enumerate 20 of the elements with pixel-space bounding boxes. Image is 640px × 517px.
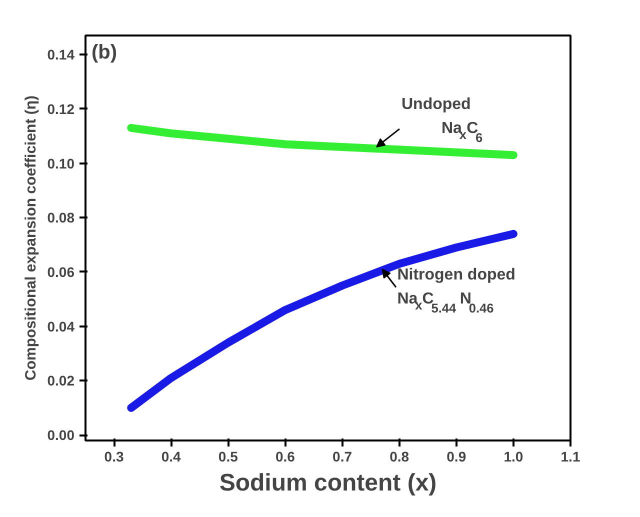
y-tick-label: 0.08: [47, 210, 75, 226]
x-tick-label: 1.1: [560, 448, 580, 464]
x-tick-label: 0.7: [332, 448, 352, 464]
x-axis-title: Sodium content (x): [219, 470, 437, 496]
x-tick-label: 0.6: [275, 448, 296, 464]
y-tick-label: 0.00: [47, 427, 75, 444]
x-tick-label: 0.5: [218, 448, 238, 464]
y-tick-label: 0.10: [47, 155, 75, 172]
annotation: (b): [92, 42, 118, 64]
x-tick-label: 0.3: [104, 448, 124, 464]
y-tick-label: 0.06: [47, 264, 75, 280]
x-tick-label: 0.8: [390, 448, 410, 464]
y-tick-label: 0.14: [47, 46, 75, 63]
x-tick-label: 1.0: [504, 448, 524, 464]
y-tick-label: 0.02: [47, 372, 75, 389]
x-tick-label: 0.4: [161, 448, 182, 464]
x-tick-label: 0.9: [446, 448, 466, 464]
y-tick-label: 0.12: [47, 100, 75, 117]
y-tick-label: 0.04: [47, 318, 75, 334]
y-axis-title: Compositional expansion coefficient (η): [22, 95, 40, 381]
